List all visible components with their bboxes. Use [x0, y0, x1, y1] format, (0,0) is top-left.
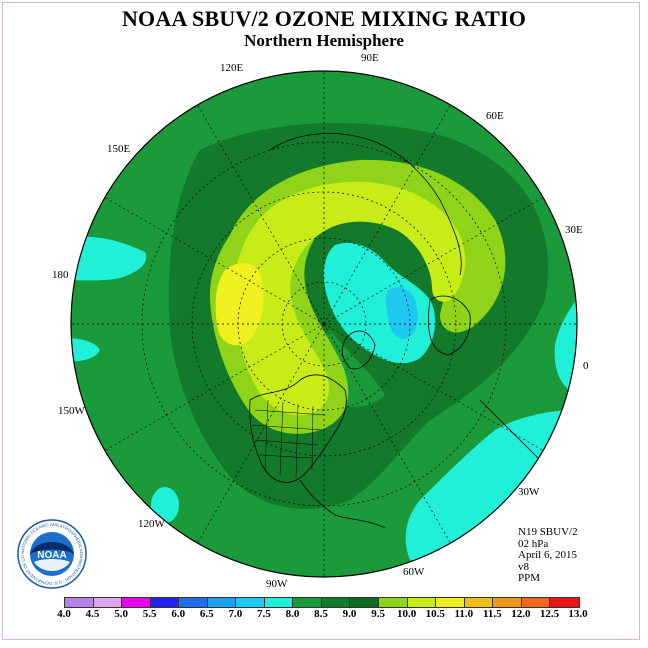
legend-swatch [264, 598, 294, 607]
legend-swatch [179, 598, 208, 607]
legend-tick-label: 10.5 [425, 608, 445, 620]
page-title: NOAA SBUV/2 OZONE MIXING RATIO [121, 6, 527, 31]
legend-tick-label: 8.0 [285, 608, 300, 620]
color-legend-bar [64, 597, 580, 608]
info-version: v8 [518, 560, 529, 573]
legend-swatch [379, 598, 408, 607]
legend-tick-label: 11.5 [483, 608, 502, 620]
legend-swatch [236, 598, 265, 607]
legend-tick-label: 8.5 [314, 608, 328, 620]
lon-label-150w: 150W [58, 405, 85, 417]
info-block: N19 SBUV/2 02 hPa April 6, 2015 v8 PPM [518, 526, 578, 585]
info-units: PPM [518, 572, 541, 584]
lon-label-180: 180 [52, 269, 69, 281]
legend-tick-label: 5.0 [114, 608, 128, 620]
page-frame [2, 2, 640, 640]
map-boundary [70, 70, 578, 578]
field-7-5-blob [151, 487, 179, 523]
field-7-5-east [554, 285, 577, 400]
lon-label-90e: 90E [361, 52, 379, 64]
info-satellite: N19 SBUV/2 [518, 526, 578, 538]
info-level: 02 hPa [518, 537, 549, 550]
legend-swatch [321, 598, 351, 607]
lon-label-120w: 120W [138, 518, 165, 530]
coast-europe [428, 295, 471, 356]
legend-tick-label: 12.5 [539, 608, 560, 620]
legend-tick-label: 13.0 [568, 608, 588, 620]
color-legend-ticks: 4.0 4.5 5.0 5.5 6.0 6.5 7.0 7.5 8.0 8.5 9.0 9.5 10.0… [0, 608, 648, 622]
coast-greenland [341, 330, 376, 370]
legend-tick-label: 7.5 [257, 608, 271, 620]
legend-swatch [150, 598, 180, 607]
legend-tick-label: 4.5 [85, 608, 100, 620]
legend-swatch [293, 598, 322, 607]
coast-africa [479, 399, 541, 461]
legend-swatch [521, 598, 551, 607]
field-7-5-west2 [71, 338, 100, 362]
legend-tick-label: 6.0 [171, 608, 186, 620]
legend-tick-label: 12.0 [511, 608, 531, 620]
legend-tick-label: 11.0 [454, 608, 474, 620]
lon-label-0: 0 [583, 360, 589, 372]
legend-swatch [493, 598, 522, 607]
legend-swatch [550, 598, 579, 607]
coast-asia [269, 133, 462, 276]
lon-label-120e: 120E [220, 62, 244, 74]
legend-tick-label: 4.0 [57, 608, 71, 620]
legend-swatch [65, 598, 94, 607]
legend-tick-label: 10.0 [397, 608, 417, 620]
legend-swatch [350, 598, 380, 607]
page-subtitle: Northern Hemisphere [244, 31, 404, 50]
legend-tick-label: 7.0 [228, 608, 243, 620]
legend-tick-label: 9.0 [342, 608, 357, 620]
legend-swatch [207, 598, 237, 607]
coast-central-america [299, 479, 386, 529]
lon-label-30w: 30W [518, 486, 540, 498]
field-10-0 [215, 263, 264, 346]
legend-swatch [436, 598, 465, 607]
legend-tick-label: 6.5 [199, 608, 214, 620]
lon-label-150e: 150E [107, 143, 131, 155]
field-9-5 [232, 181, 466, 416]
legend-swatch [122, 598, 151, 607]
field-7-0 [385, 287, 418, 339]
noaa-logo: NOAA NATIONAL OCEANIC AND ATMOSPHERIC AD… [16, 518, 87, 589]
legend-tick-label: 9.5 [371, 608, 385, 620]
coast-north-america [249, 374, 347, 483]
legend-swatch [407, 598, 437, 607]
legend-swatch [93, 598, 123, 607]
lon-label-60e: 60E [486, 110, 504, 122]
logo-name: NOAA [37, 550, 66, 561]
lon-label-30e: 30E [565, 224, 583, 236]
info-date: April 6, 2015 [518, 549, 577, 561]
graticule [71, 71, 577, 577]
us-states-grid [251, 399, 326, 479]
legend-swatch [464, 598, 494, 607]
lon-label-90w: 90W [266, 578, 288, 590]
lon-label-60w: 60W [403, 566, 425, 578]
legend-tick-label: 5.5 [142, 608, 157, 620]
